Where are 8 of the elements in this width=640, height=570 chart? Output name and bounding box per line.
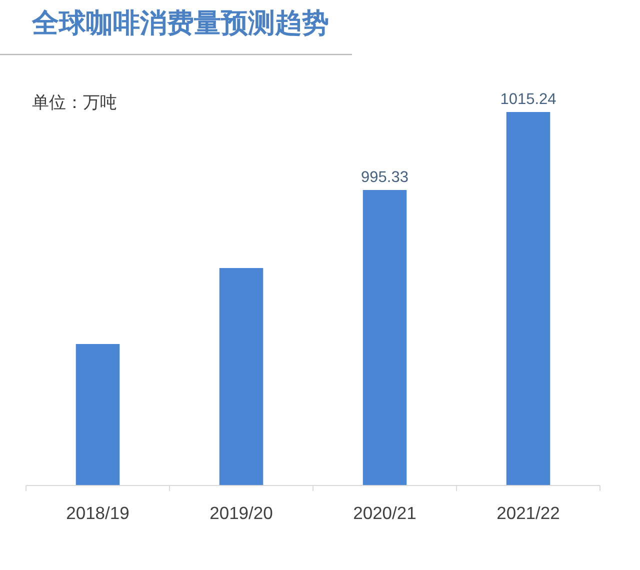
x-tick-label: 2021/22	[496, 503, 560, 523]
x-tick-label: 2020/21	[353, 503, 416, 523]
annotation: 单位：万吨	[32, 93, 117, 112]
x-tick-label: 2018/19	[66, 503, 130, 523]
data-label: 995.33	[361, 168, 408, 186]
title: 全球咖啡消费量预测趋势	[32, 8, 329, 38]
x-tick-label: 2019/20	[210, 503, 273, 523]
data-label: 1015.24	[500, 91, 556, 108]
